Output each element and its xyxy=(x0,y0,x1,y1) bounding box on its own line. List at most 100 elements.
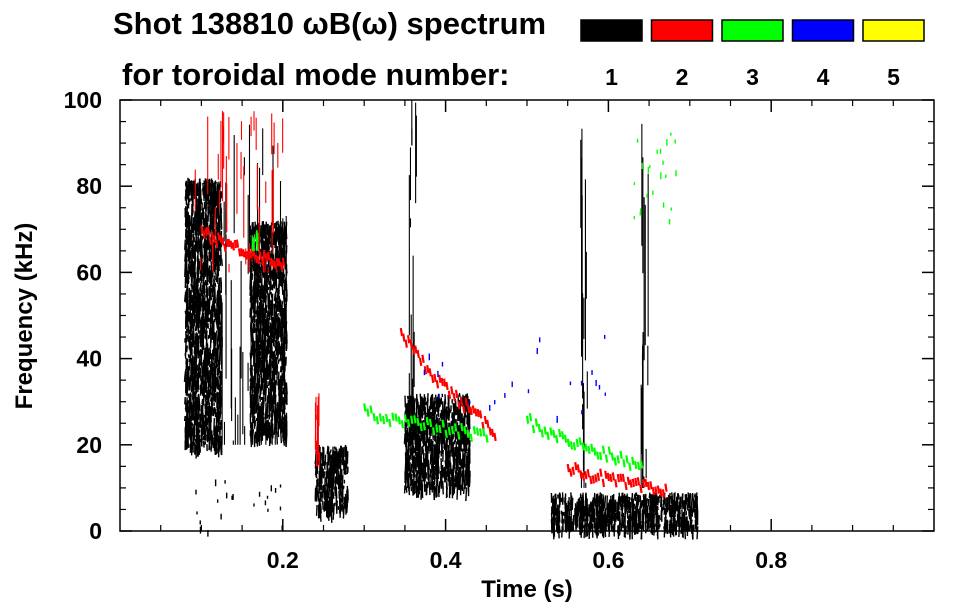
spectral-mark xyxy=(433,423,436,428)
spectral-mark xyxy=(335,460,338,473)
spectral-mark xyxy=(274,345,277,352)
spectral-mark xyxy=(621,492,624,498)
spectral-mark xyxy=(192,233,195,248)
spectral-mark xyxy=(404,430,407,436)
spectral-mark xyxy=(420,411,423,416)
spectral-mark xyxy=(198,359,201,372)
spectral-mark xyxy=(330,505,333,516)
spectral-mark xyxy=(263,290,267,300)
feature-mode1-blob-4 xyxy=(403,393,471,502)
spectral-mark xyxy=(433,487,436,501)
spectral-mark xyxy=(453,475,456,483)
spectral-mark xyxy=(220,396,223,408)
spectral-mark xyxy=(204,240,207,250)
spectral-mark xyxy=(447,465,450,474)
spectral-mark xyxy=(467,449,470,463)
spectral-mark xyxy=(325,471,328,486)
spectral-mark xyxy=(214,365,217,377)
spectral-mark xyxy=(438,481,441,489)
spectral-mark xyxy=(214,393,217,403)
spectral-mark xyxy=(208,405,211,419)
spectral-mark xyxy=(210,289,212,301)
spectral-mark xyxy=(429,454,432,465)
spectral-mark xyxy=(255,367,258,373)
spectral-mark xyxy=(185,345,189,353)
spectral-mark xyxy=(268,432,271,437)
spectral-mark xyxy=(275,380,278,386)
spectral-mark xyxy=(265,276,268,283)
spectral-mark xyxy=(283,434,286,441)
spectral-mark xyxy=(282,328,285,344)
spectral-mark xyxy=(217,368,220,375)
spectral-mark xyxy=(435,457,438,472)
spectral-mark xyxy=(453,407,456,411)
spectral-mark xyxy=(268,349,271,354)
spectral-mark xyxy=(584,518,587,527)
spectral-mark xyxy=(264,345,267,359)
legend: 1 2 3 4 5 xyxy=(580,19,925,90)
spectral-mark xyxy=(270,419,273,425)
spectral-mark xyxy=(196,241,199,250)
spectral-mark xyxy=(277,300,280,312)
spectral-mark xyxy=(440,458,443,473)
spectral-mark xyxy=(443,415,446,423)
spectral-mark xyxy=(410,463,413,473)
spectral-mark xyxy=(329,460,332,473)
spectral-mark xyxy=(427,450,430,454)
spectral-mark xyxy=(198,218,201,227)
spectral-mark xyxy=(319,491,322,497)
spectral-mark xyxy=(551,517,554,521)
spectral-mark xyxy=(429,438,432,448)
spectral-mark xyxy=(208,383,211,388)
spectral-mark xyxy=(251,315,254,324)
spectral-mark xyxy=(216,351,219,362)
feature-mode1-blob-3 xyxy=(314,444,349,523)
spectral-mark xyxy=(419,393,422,404)
spectral-mark xyxy=(189,293,192,306)
spectral-mark xyxy=(622,523,625,529)
spectral-mark xyxy=(252,406,255,415)
spectral-mark xyxy=(265,316,268,331)
spectral-mark xyxy=(318,498,321,513)
spectral-mark xyxy=(456,406,459,416)
spectral-mark xyxy=(216,363,219,368)
spectral-mark xyxy=(405,449,408,456)
spectral-mark xyxy=(211,378,214,390)
feature-mode1-streak-5 xyxy=(408,100,417,445)
spectral-mark xyxy=(468,444,471,452)
spectral-mark xyxy=(411,456,414,461)
spectral-mark xyxy=(214,282,217,287)
spectral-mark xyxy=(278,224,281,229)
spectral-mark xyxy=(414,457,417,469)
spectral-mark xyxy=(461,436,464,445)
spectral-mark xyxy=(204,302,207,308)
spectral-mark xyxy=(689,493,692,509)
spectral-mark xyxy=(256,417,259,424)
spectral-mark xyxy=(211,374,214,379)
spectral-mark xyxy=(437,485,440,498)
spectral-mark xyxy=(337,474,340,490)
spectral-mark xyxy=(267,399,270,404)
spectral-mark xyxy=(219,306,222,312)
spectral-mark xyxy=(210,443,213,452)
spectral-mark xyxy=(419,414,422,418)
legend-swatch-5 xyxy=(862,19,925,42)
spectral-mark xyxy=(269,401,272,407)
spectral-mark xyxy=(199,269,202,275)
spectral-mark xyxy=(342,449,345,463)
spectral-mark xyxy=(190,312,193,328)
spectral-mark xyxy=(258,395,261,399)
spectral-mark xyxy=(426,482,429,489)
spectral-mark xyxy=(268,359,271,368)
spectral-mark xyxy=(323,485,326,497)
spectral-mark xyxy=(344,495,348,510)
spectral-mark xyxy=(343,464,346,471)
spectral-mark xyxy=(205,199,208,212)
spectral-mark xyxy=(623,496,626,500)
spectral-mark xyxy=(201,398,204,405)
spectral-mark xyxy=(193,391,196,404)
spectral-mark xyxy=(218,436,221,450)
spectral-mark xyxy=(268,335,271,348)
spectral-mark xyxy=(465,487,468,502)
spectral-mark xyxy=(209,277,212,282)
